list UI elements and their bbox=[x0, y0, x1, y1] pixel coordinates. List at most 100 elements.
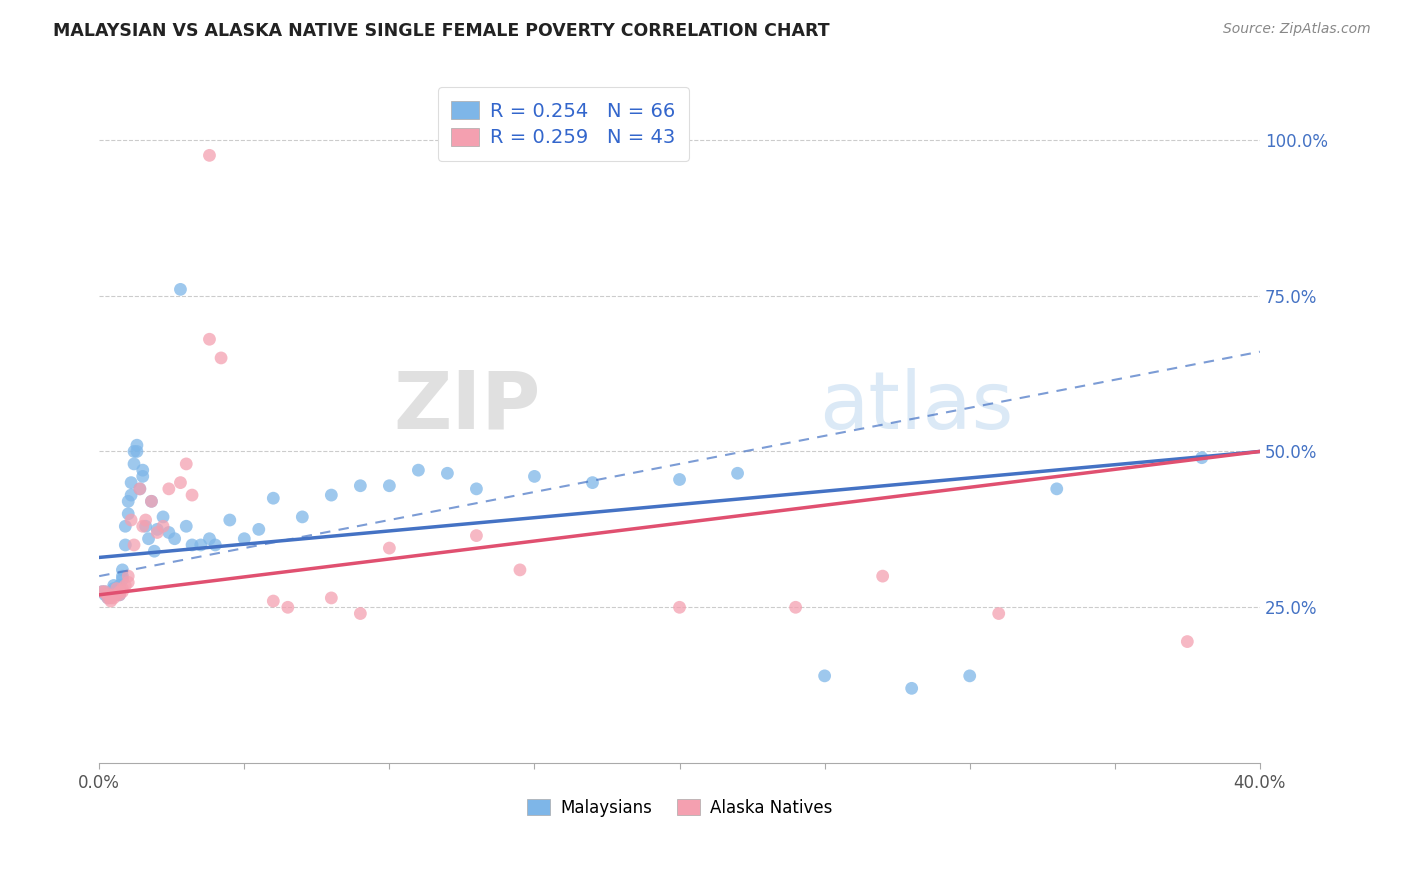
Point bbox=[114, 519, 136, 533]
Point bbox=[523, 469, 546, 483]
Point bbox=[125, 444, 148, 458]
Point bbox=[174, 457, 197, 471]
Point bbox=[94, 584, 117, 599]
Point bbox=[105, 582, 128, 596]
Point bbox=[122, 538, 145, 552]
Point bbox=[117, 569, 139, 583]
Point bbox=[872, 569, 894, 583]
Point bbox=[135, 513, 157, 527]
Point bbox=[135, 519, 157, 533]
Point bbox=[103, 588, 125, 602]
Point bbox=[117, 575, 139, 590]
Point bbox=[100, 588, 122, 602]
Point bbox=[91, 584, 114, 599]
Point bbox=[436, 467, 458, 481]
Point bbox=[117, 507, 139, 521]
Point bbox=[157, 482, 180, 496]
Point bbox=[111, 569, 134, 583]
Point bbox=[1191, 450, 1213, 465]
Point bbox=[146, 522, 169, 536]
Point bbox=[97, 588, 120, 602]
Point bbox=[262, 594, 284, 608]
Point bbox=[108, 582, 131, 597]
Point bbox=[117, 494, 139, 508]
Point bbox=[987, 607, 1010, 621]
Point bbox=[141, 494, 163, 508]
Point bbox=[349, 607, 371, 621]
Point bbox=[169, 475, 191, 490]
Point bbox=[198, 532, 221, 546]
Point bbox=[111, 584, 134, 599]
Point bbox=[122, 457, 145, 471]
Point bbox=[94, 588, 117, 602]
Point bbox=[1175, 634, 1198, 648]
Point bbox=[465, 482, 488, 496]
Point bbox=[120, 513, 142, 527]
Point bbox=[349, 479, 371, 493]
Point bbox=[1046, 482, 1069, 496]
Point bbox=[157, 525, 180, 540]
Point bbox=[321, 488, 343, 502]
Point bbox=[105, 584, 128, 599]
Point bbox=[141, 494, 163, 508]
Point bbox=[100, 591, 122, 605]
Point bbox=[128, 482, 150, 496]
Point bbox=[120, 475, 142, 490]
Point bbox=[163, 532, 186, 546]
Point bbox=[198, 332, 221, 346]
Point bbox=[132, 463, 155, 477]
Text: atlas: atlas bbox=[818, 368, 1014, 446]
Point bbox=[814, 669, 837, 683]
Point bbox=[900, 681, 922, 696]
Point bbox=[169, 282, 191, 296]
Point bbox=[581, 475, 603, 490]
Point bbox=[100, 588, 122, 602]
Point bbox=[378, 541, 401, 555]
Point bbox=[152, 519, 174, 533]
Point bbox=[108, 578, 131, 592]
Point bbox=[94, 584, 117, 599]
Point bbox=[146, 525, 169, 540]
Point bbox=[465, 528, 488, 542]
Point bbox=[108, 588, 131, 602]
Point bbox=[204, 538, 226, 552]
Point bbox=[120, 488, 142, 502]
Point bbox=[108, 584, 131, 599]
Point bbox=[114, 538, 136, 552]
Point bbox=[105, 582, 128, 596]
Point bbox=[247, 522, 270, 536]
Point bbox=[105, 588, 128, 602]
Point bbox=[97, 591, 120, 605]
Point bbox=[198, 148, 221, 162]
Point bbox=[262, 491, 284, 506]
Point bbox=[111, 572, 134, 586]
Point bbox=[668, 473, 690, 487]
Point bbox=[209, 351, 232, 365]
Point bbox=[291, 509, 314, 524]
Point bbox=[218, 513, 240, 527]
Point bbox=[103, 584, 125, 599]
Point bbox=[97, 591, 120, 605]
Point bbox=[122, 444, 145, 458]
Point bbox=[100, 594, 122, 608]
Point bbox=[91, 584, 114, 599]
Text: MALAYSIAN VS ALASKA NATIVE SINGLE FEMALE POVERTY CORRELATION CHART: MALAYSIAN VS ALASKA NATIVE SINGLE FEMALE… bbox=[53, 22, 830, 40]
Text: Source: ZipAtlas.com: Source: ZipAtlas.com bbox=[1223, 22, 1371, 37]
Point bbox=[114, 578, 136, 592]
Point bbox=[378, 479, 401, 493]
Point bbox=[143, 544, 166, 558]
Point bbox=[181, 538, 204, 552]
Point bbox=[103, 582, 125, 596]
Point bbox=[277, 600, 299, 615]
Point bbox=[190, 538, 212, 552]
Point bbox=[321, 591, 343, 605]
Point bbox=[111, 582, 134, 596]
Point bbox=[727, 467, 749, 481]
Point bbox=[408, 463, 430, 477]
Point bbox=[103, 578, 125, 592]
Point bbox=[181, 488, 204, 502]
Point bbox=[128, 482, 150, 496]
Point bbox=[111, 563, 134, 577]
Point bbox=[959, 669, 981, 683]
Point bbox=[138, 532, 160, 546]
